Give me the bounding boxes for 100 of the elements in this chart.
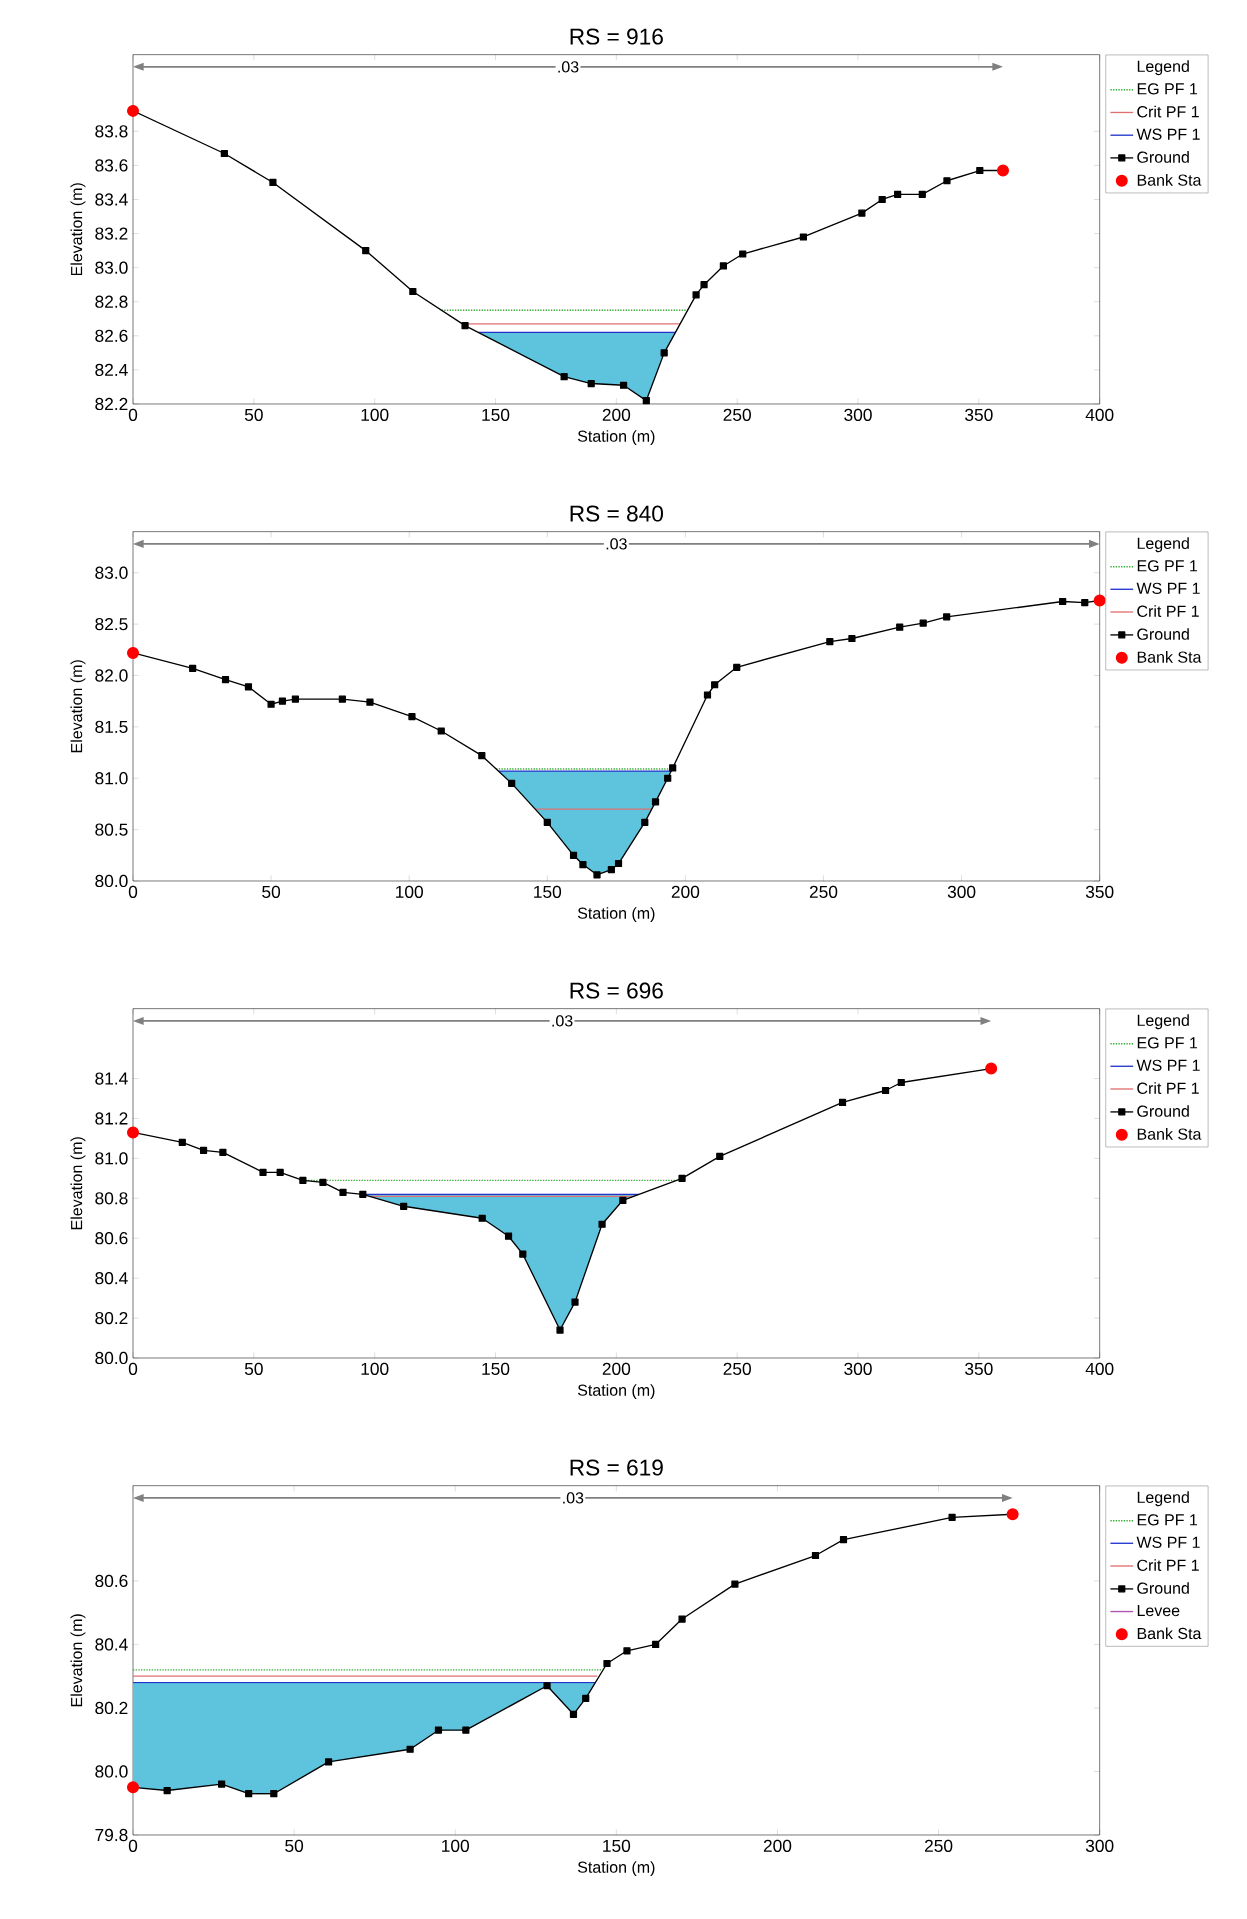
point — [299, 1176, 307, 1184]
y-tick-label: 79.8 — [95, 1828, 128, 1842]
point — [319, 1178, 327, 1186]
legend-label: Bank Sta — [1137, 1128, 1202, 1140]
point — [579, 860, 587, 869]
point — [731, 1580, 739, 1588]
chart-title: RS = 619 — [570, 1459, 663, 1476]
point — [220, 149, 228, 158]
x-tick-label: 50 — [285, 1839, 304, 1852]
point — [543, 1682, 551, 1690]
y-axis-title: Elevation (m) — [70, 1137, 86, 1230]
point — [799, 233, 807, 241]
point — [839, 1536, 848, 1544]
point — [291, 695, 300, 703]
point — [664, 774, 672, 782]
y-tick-label: 83.2 — [95, 227, 128, 240]
y-tick-label: 82.4 — [95, 363, 128, 377]
x-tick-label: 250 — [723, 1362, 751, 1375]
point — [948, 1513, 956, 1522]
legend-label: WS PF 1 — [1136, 128, 1200, 140]
point — [408, 712, 416, 721]
x-tick-label: 250 — [809, 885, 838, 898]
point — [943, 177, 951, 185]
point — [881, 1086, 890, 1095]
point — [811, 1551, 820, 1560]
y-tick-label: 80.0 — [95, 1765, 128, 1778]
point — [569, 851, 578, 859]
x-tick-label: 200 — [602, 408, 631, 421]
y-tick-label: 80.8 — [95, 1192, 128, 1205]
x-tick-label: 150 — [482, 1362, 510, 1375]
x-tick-label: 100 — [361, 1362, 389, 1375]
y-axis-title: Elevation (m) — [70, 660, 86, 753]
y-tick-label: 83.0 — [95, 566, 128, 579]
point — [338, 695, 346, 703]
x-tick-label: 350 — [1085, 885, 1114, 898]
annotation: .03 — [606, 538, 627, 550]
y-tick-label: 80.4 — [95, 1638, 128, 1651]
point — [269, 178, 277, 187]
point — [1059, 597, 1067, 606]
legend-label: Ground — [1137, 151, 1189, 163]
point — [366, 698, 374, 706]
point — [943, 613, 951, 621]
point — [362, 247, 370, 255]
x-tick-label: 300 — [844, 408, 872, 421]
annotation: .03 — [563, 1492, 584, 1504]
y-tick-label: 83.6 — [95, 159, 128, 172]
point — [614, 859, 623, 868]
legend-label: Crit PF 1 — [1137, 1559, 1199, 1571]
point — [838, 1098, 847, 1107]
y-tick-label: 82.2 — [95, 397, 128, 411]
x-tick-label: 300 — [1085, 1839, 1114, 1852]
point — [434, 1726, 443, 1734]
point — [437, 727, 445, 735]
point — [1081, 598, 1089, 607]
point — [660, 349, 668, 357]
point — [582, 1694, 590, 1703]
point — [462, 1726, 470, 1734]
x-tick-label: 50 — [244, 408, 263, 421]
x-tick-label: 150 — [603, 1839, 631, 1852]
x-tick-label: 150 — [534, 885, 562, 898]
point — [189, 664, 197, 672]
x-axis-title: Station (m) — [577, 907, 655, 923]
point — [478, 1214, 486, 1222]
point — [918, 190, 926, 198]
y-tick-label: 80.2 — [95, 1701, 128, 1715]
y-tick-label: 81.0 — [95, 772, 128, 785]
point — [560, 373, 568, 381]
point — [716, 1152, 724, 1160]
point — [199, 1146, 208, 1154]
x-tick-label: 300 — [947, 885, 976, 898]
y-tick-label: 81.4 — [95, 1072, 128, 1085]
y-tick-label: 80.5 — [95, 823, 128, 836]
y-tick-label: 82.6 — [95, 329, 128, 342]
point — [461, 321, 469, 330]
point — [976, 166, 984, 175]
legend-label: EG PF 1 — [1137, 1037, 1198, 1049]
legend-label: Bank Sta — [1137, 174, 1202, 186]
y-tick-label: 81.5 — [95, 720, 128, 733]
y-tick-label: 81.2 — [95, 1112, 128, 1125]
x-tick-label: 200 — [671, 885, 700, 898]
chart-title: RS = 840 — [570, 505, 664, 522]
point — [163, 1786, 171, 1795]
point — [678, 1615, 686, 1623]
point — [221, 676, 230, 684]
x-tick-label: 100 — [396, 885, 423, 898]
legend-label: Ground — [1137, 1105, 1189, 1117]
point — [478, 752, 486, 760]
x-tick-label: 0 — [128, 1362, 138, 1375]
legend-label: Bank Sta — [1137, 1627, 1202, 1640]
x-tick-label: 400 — [1085, 408, 1114, 421]
point — [270, 1790, 278, 1798]
legend-title: Legend — [1137, 537, 1189, 553]
x-axis-title: Station (m) — [577, 430, 655, 446]
x-axis-title: Station (m) — [577, 1384, 655, 1400]
point — [519, 1250, 527, 1258]
legend-label: Crit PF 1 — [1137, 605, 1199, 617]
point — [569, 1710, 578, 1718]
point — [711, 681, 719, 689]
point — [571, 1298, 579, 1306]
point — [409, 287, 417, 296]
